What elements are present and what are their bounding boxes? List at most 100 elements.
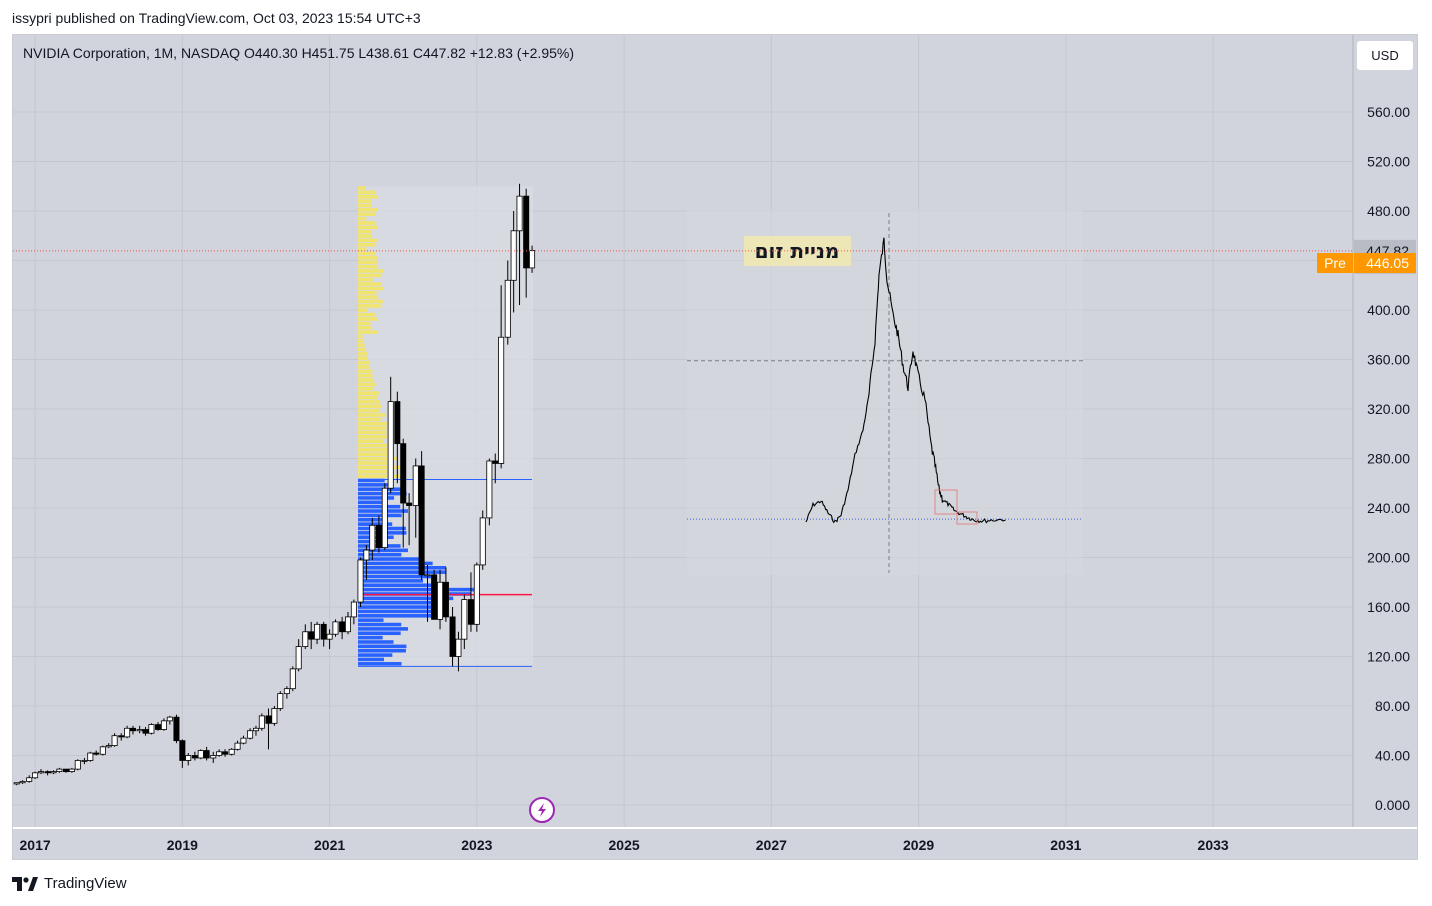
pre-market-price-label: 446.05 xyxy=(1366,255,1409,271)
volume-profile-row xyxy=(358,404,382,409)
candle-body xyxy=(302,631,309,648)
volume-profile-row xyxy=(358,221,376,225)
volume-profile-row xyxy=(358,579,424,583)
volume-profile-row xyxy=(358,286,384,291)
candle-body xyxy=(142,729,149,734)
candle-body xyxy=(314,623,321,640)
candle-body xyxy=(277,693,284,709)
chart-canvas[interactable]: מניית זום 0.000 40.00 80.00 120.00 160.00 200… xyxy=(13,35,1417,859)
volume-profile-row xyxy=(358,391,380,395)
volume-profile-row xyxy=(358,574,434,579)
candle-body xyxy=(56,768,63,772)
volume-profile-row xyxy=(358,330,378,334)
volume-profile-row xyxy=(358,535,394,540)
volume-profile-row xyxy=(358,570,447,574)
volume-profile-row xyxy=(358,238,378,243)
candle-body xyxy=(179,740,186,761)
volume-profile-row xyxy=(358,212,376,217)
candle-body xyxy=(252,727,259,732)
volume-profile-row xyxy=(358,264,378,269)
candle-body xyxy=(81,760,88,762)
candle-body xyxy=(332,621,339,635)
candle-body xyxy=(130,727,137,732)
volume-profile-row xyxy=(358,186,366,190)
flash-icon[interactable] xyxy=(529,797,555,823)
time-tick-label: 2029 xyxy=(903,837,934,853)
volume-profile-row xyxy=(358,605,447,609)
volume-profile-row xyxy=(358,194,378,199)
candle-body xyxy=(50,771,57,774)
candle-body xyxy=(210,755,217,759)
currency-button[interactable]: USD xyxy=(1356,40,1414,71)
volume-profile-row xyxy=(358,483,392,487)
candle-body xyxy=(111,735,118,747)
volume-profile-row xyxy=(358,587,478,592)
price-tick-label: 240.00 xyxy=(1367,500,1410,516)
price-axis[interactable]: 0.000 40.00 80.00 120.00 160.00 200.00 240.00 2… xyxy=(1317,35,1417,828)
candle-body xyxy=(437,581,444,620)
time-tick-label: 2027 xyxy=(756,837,787,853)
volume-profile-row xyxy=(358,378,374,382)
candle-body xyxy=(442,581,449,618)
candle-body xyxy=(37,771,44,774)
candle-body xyxy=(412,465,419,506)
volume-profile-row xyxy=(358,474,402,478)
candle-body xyxy=(467,599,474,625)
candle-body xyxy=(19,781,26,784)
overlays xyxy=(13,250,1353,823)
volume-profile-row xyxy=(358,439,384,443)
volume-profile-row xyxy=(358,395,378,400)
tradingview-brand[interactable]: TradingView xyxy=(12,875,127,892)
candle-body xyxy=(68,768,75,772)
volume-profile-row xyxy=(358,256,378,260)
volume-profile-row xyxy=(358,426,387,430)
volume-profile-row xyxy=(358,282,382,286)
volume-profile-row xyxy=(358,622,402,627)
candle-body xyxy=(13,782,20,785)
candle-body xyxy=(124,727,131,738)
candle-body xyxy=(350,601,357,618)
price-tick-label: 400.00 xyxy=(1367,302,1410,318)
volume-profile-row xyxy=(358,653,393,657)
pre-market-tag-label: Pre xyxy=(1324,255,1346,271)
volume-profile-row xyxy=(358,627,408,631)
volume-profile-row xyxy=(358,208,378,212)
volume-profile-row xyxy=(358,408,380,413)
time-axis[interactable]: 2017 2019 2021 2023 2025 2027 2029 2031 2033 xyxy=(13,827,1417,859)
volume-profile-row xyxy=(358,251,376,256)
volume-profile-row xyxy=(358,203,372,208)
pre-market-tag xyxy=(1317,253,1353,274)
candle-body xyxy=(283,688,290,695)
time-tick-label: 2019 xyxy=(167,837,198,853)
volume-profile-row xyxy=(358,478,385,483)
volume-profile-row xyxy=(358,413,386,417)
candle-body xyxy=(523,195,530,269)
volume-profile-row xyxy=(358,339,364,343)
candle-body xyxy=(387,401,394,489)
volume-profile-row xyxy=(358,234,372,238)
candlestick-series xyxy=(13,183,536,786)
price-tick-label: 0.000 xyxy=(1375,797,1410,813)
candle-body xyxy=(308,631,315,640)
volume-profile-row xyxy=(358,452,394,457)
volume-profile-row xyxy=(358,513,402,518)
volume-profile-row xyxy=(358,517,385,522)
volume-profile-row xyxy=(358,430,387,435)
candle-body xyxy=(32,772,39,779)
volume-profile-row xyxy=(358,400,381,404)
volume-profile-row xyxy=(358,561,433,566)
pre-market-price-badge xyxy=(1354,253,1416,274)
volume-profile-row xyxy=(358,343,365,347)
volume-profile-row xyxy=(358,557,424,561)
candle-body xyxy=(504,279,511,338)
symbol-legend: NVIDIA Corporation, 1M, NASDAQ O440.30 H… xyxy=(23,45,574,61)
volume-profile-row xyxy=(358,308,367,313)
volume-profile-row xyxy=(358,443,394,448)
candle-body xyxy=(228,748,235,755)
candle-body xyxy=(93,752,100,755)
candle-body xyxy=(363,549,370,561)
volume-profile-row xyxy=(358,631,401,636)
candle-body xyxy=(185,755,192,761)
price-tick-label: 480.00 xyxy=(1367,203,1410,219)
time-tick-label: 2033 xyxy=(1198,837,1229,853)
